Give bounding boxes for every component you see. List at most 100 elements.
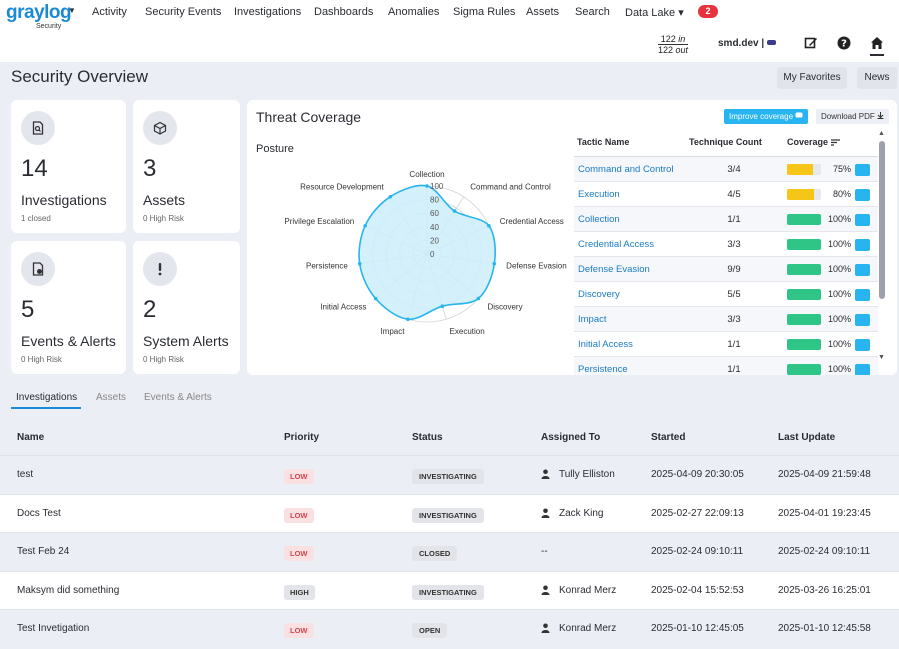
- investigation-name[interactable]: Test Feb 24: [17, 546, 70, 557]
- col-tactic-name[interactable]: Tactic Name: [577, 137, 630, 147]
- nav-activity[interactable]: Activity: [92, 6, 127, 18]
- download-pdf-label: Download PDF: [821, 112, 875, 121]
- tactic-row[interactable]: Execution 4/5 80%: [574, 182, 878, 207]
- user-icon: [541, 585, 550, 595]
- table-row[interactable]: Test Invetigation LOW OPEN Konrad Merz 2025-…: [0, 609, 899, 647]
- chat-icon[interactable]: [855, 264, 870, 276]
- tactic-row[interactable]: Defense Evasion 9/9 100%: [574, 257, 878, 282]
- my-favorites-button[interactable]: My Favorites: [777, 67, 847, 89]
- chat-icon[interactable]: [855, 364, 870, 375]
- coverage-bar-fill: [787, 214, 821, 225]
- chat-icon[interactable]: [855, 214, 870, 226]
- threat-coverage-title: Threat Coverage: [256, 109, 362, 125]
- tactic-name-link[interactable]: Initial Access: [578, 339, 633, 350]
- notification-badge[interactable]: 2: [698, 5, 718, 18]
- tactic-row[interactable]: Credential Access 3/3 100%: [574, 232, 878, 257]
- chevron-down-icon[interactable]: ▼: [68, 6, 76, 15]
- tactic-name-link[interactable]: Persistence: [578, 364, 628, 375]
- col-technique-count[interactable]: Technique Count: [689, 137, 762, 147]
- tactic-name-link[interactable]: Command and Control: [578, 164, 674, 175]
- scroll-up-icon[interactable]: ▲: [878, 130, 885, 137]
- table-row[interactable]: Docs Test LOW INVESTIGATING Zack King 2025-0…: [0, 493, 899, 532]
- exclamation-icon: [158, 263, 162, 276]
- improve-coverage-button[interactable]: Improve coverage: [724, 109, 808, 124]
- nav-security-events[interactable]: Security Events: [145, 6, 222, 18]
- col-coverage[interactable]: Coverage: [787, 137, 840, 147]
- radar-point: [440, 304, 445, 308]
- table-row[interactable]: Maksym did something HIGH INVESTIGATING Kon…: [0, 570, 899, 609]
- col-name[interactable]: Name: [17, 432, 45, 443]
- nav-anomalies[interactable]: Anomalies: [388, 6, 440, 18]
- investigation-name[interactable]: test: [17, 469, 34, 480]
- chat-icon[interactable]: [855, 239, 870, 251]
- tactic-row[interactable]: Persistence 1/1 100%: [574, 357, 878, 375]
- col-assigned-to[interactable]: Assigned To: [541, 432, 601, 443]
- assets-card[interactable]: 3 Assets 0 High Risk: [133, 100, 240, 233]
- tactic-row[interactable]: Collection 1/1 100%: [574, 207, 878, 232]
- table-row[interactable]: Test Feb 24 LOW CLOSED -- 2025-02-24 09:10:1…: [0, 532, 899, 570]
- col-started[interactable]: Started: [651, 432, 686, 443]
- cube-icon: [153, 121, 167, 135]
- scroll-down-icon[interactable]: ▼: [878, 354, 885, 361]
- news-button[interactable]: News: [857, 67, 897, 89]
- tactic-name-link[interactable]: Collection: [578, 214, 620, 225]
- assignee: Zack King: [559, 507, 604, 519]
- system-alerts-card[interactable]: 2 System Alerts 0 High Risk: [133, 241, 240, 374]
- col-status[interactable]: Status: [412, 432, 443, 443]
- tactic-name-link[interactable]: Execution: [578, 189, 620, 200]
- chat-icon[interactable]: [855, 314, 870, 326]
- tactic-name-link[interactable]: Impact: [578, 314, 607, 325]
- tactic-name-link[interactable]: Discovery: [578, 289, 620, 300]
- investigation-name[interactable]: Maksym did something: [17, 584, 120, 596]
- col-priority[interactable]: Priority: [284, 432, 320, 443]
- priority-badge: LOW: [284, 469, 314, 484]
- tactic-row[interactable]: Impact 3/3 100%: [574, 307, 878, 332]
- events-alerts-card[interactable]: 5 Events & Alerts 0 High Risk: [11, 241, 126, 374]
- tactic-row[interactable]: Discovery 5/5 100%: [574, 282, 878, 307]
- system-alerts-label: System Alerts: [143, 333, 229, 349]
- tactic-row[interactable]: Command and Control 3/4 75%: [574, 157, 878, 182]
- investigation-name[interactable]: Docs Test: [17, 507, 61, 519]
- chat-icon[interactable]: [855, 289, 870, 301]
- radar-point: [406, 317, 410, 322]
- coverage-percent: 80%: [832, 189, 851, 199]
- tactic-rows: Command and Control 3/4 75% Execution 4/5 80%…: [574, 157, 878, 375]
- edit-icon[interactable]: [804, 36, 818, 50]
- col-last-update[interactable]: Last Update: [778, 432, 836, 443]
- chat-icon[interactable]: [855, 339, 870, 351]
- nav-search[interactable]: Search: [575, 6, 610, 18]
- table-row[interactable]: test LOW INVESTIGATING Tully Elliston 2025-0…: [0, 455, 899, 493]
- home-icon[interactable]: [870, 36, 884, 50]
- coverage-bar: [787, 164, 821, 175]
- card-icon-circle: [143, 111, 177, 145]
- assignee: Konrad Merz: [559, 584, 617, 596]
- nav-assets[interactable]: Assets: [526, 6, 560, 18]
- radar-tick-label: 40: [430, 223, 439, 232]
- last-update-time: 2025-03-26 16:25:01: [778, 584, 871, 596]
- chat-icon[interactable]: [855, 189, 870, 201]
- chat-icon[interactable]: [855, 164, 870, 176]
- tactic-table-scrollbar[interactable]: [879, 141, 885, 299]
- tactic-name-link[interactable]: Defense Evasion: [578, 264, 650, 275]
- posture-label: Posture: [256, 143, 294, 155]
- tab-events-alerts[interactable]: Events & Alerts: [144, 392, 212, 403]
- tactic-name-link[interactable]: Credential Access: [578, 239, 655, 250]
- throughput-indicator[interactable]: 122 in 122 out: [658, 34, 689, 55]
- status-badge: OPEN: [412, 623, 448, 638]
- user-menu[interactable]: smd.dev |: [718, 38, 776, 49]
- tab-assets[interactable]: Assets: [96, 392, 127, 403]
- tactic-row[interactable]: Initial Access 1/1 100%: [574, 332, 878, 357]
- assignee: --: [541, 546, 548, 557]
- download-pdf-button[interactable]: Download PDF: [816, 109, 889, 124]
- investigations-card[interactable]: 14 Investigations 1 closed: [11, 100, 126, 233]
- nav-dashboards[interactable]: Dashboards: [314, 6, 374, 18]
- nav-investigations[interactable]: Investigations: [234, 6, 302, 18]
- help-icon[interactable]: ?: [837, 36, 851, 50]
- tab-investigations[interactable]: Investigations: [16, 392, 78, 403]
- nav-data-lake[interactable]: Data Lake ▾: [625, 7, 684, 19]
- coverage-bar-fill: [787, 189, 815, 200]
- graylog-logo[interactable]: graylog Security: [6, 3, 72, 30]
- nav-sigma-rules[interactable]: Sigma Rules: [453, 6, 516, 18]
- radar-axis-label: Persistence: [306, 261, 348, 270]
- investigation-name[interactable]: Test Invetigation: [17, 623, 90, 634]
